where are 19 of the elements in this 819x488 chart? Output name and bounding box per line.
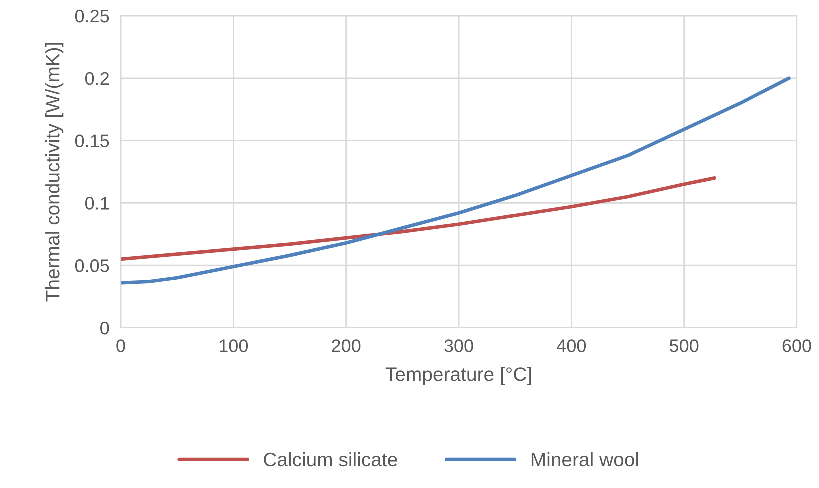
x-tick-label: 100 [220,340,248,352]
y-tick-label: 0.05 [75,260,110,272]
x-tick-label: 400 [557,340,586,352]
legend-label: Mineral wool [532,452,638,467]
x-tick-label: 500 [670,340,699,352]
line-series [121,176,716,262]
x-axis-title: Temperature [°C] [386,367,532,386]
line-series [121,76,791,285]
y-tick-label: 0.2 [85,72,109,86]
x-tick-label: 300 [444,340,474,352]
y-tick-label: 0.1 [85,197,110,210]
y-tick-label: 0 [100,322,110,335]
y-tick-label: 0.15 [75,134,110,148]
x-tick-label: 0 [116,340,126,352]
legend-label: Calcium silicate [264,452,398,467]
y-tick-label: 0.25 [75,10,110,23]
x-tick-label: 600 [782,340,812,352]
x-tick-label: 200 [332,340,361,352]
y-axis-title: Thermal conductivity [W/(mK)] [46,43,64,302]
